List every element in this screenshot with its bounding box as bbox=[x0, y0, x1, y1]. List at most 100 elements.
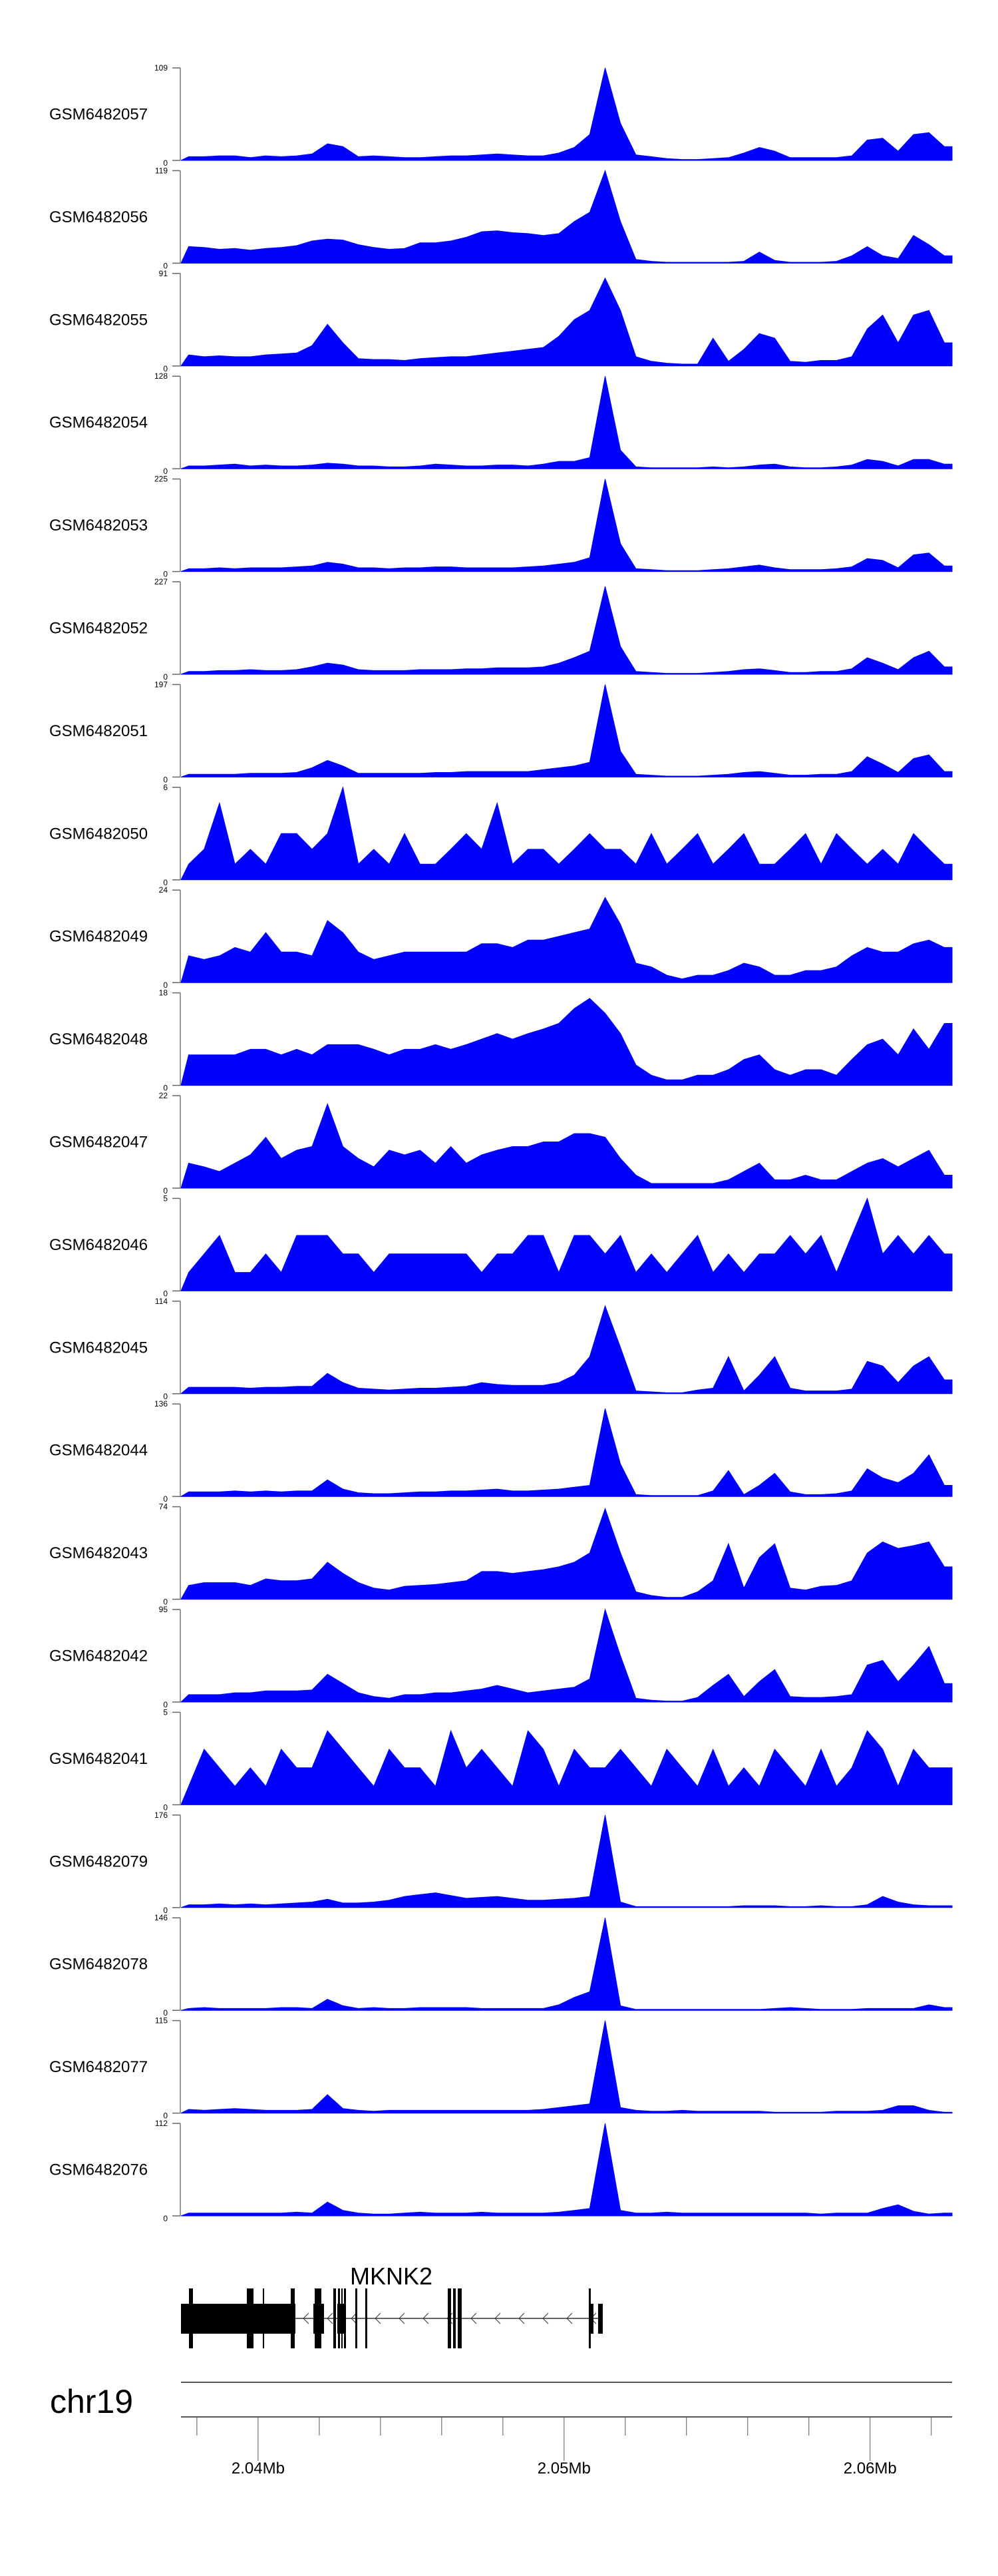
track-label: GSM6482053 bbox=[49, 517, 148, 535]
track-label: GSM6482049 bbox=[49, 928, 148, 946]
y-tick-label-max: 91 bbox=[159, 269, 168, 278]
exon bbox=[246, 2288, 254, 2348]
track-label: GSM6482047 bbox=[49, 1134, 148, 1152]
y-tick-label-max: 128 bbox=[154, 371, 168, 381]
y-tick-label-zero: 0 bbox=[163, 1186, 168, 1195]
track-GSM6482048: GSM6482048 18 0 bbox=[49, 988, 953, 1093]
y-tick-label-max: 197 bbox=[154, 680, 168, 689]
signal-area bbox=[180, 2020, 953, 2114]
track-label: GSM6482052 bbox=[49, 620, 148, 638]
signal-area bbox=[180, 586, 953, 675]
track-label: GSM6482045 bbox=[49, 1339, 148, 1357]
track-label: GSM6482076 bbox=[49, 2161, 148, 2179]
y-tick-label-zero: 0 bbox=[163, 467, 168, 476]
track-label: GSM6482046 bbox=[49, 1236, 148, 1254]
y-tick-label-max: 114 bbox=[155, 1297, 168, 1306]
y-tick-label-zero: 0 bbox=[163, 2214, 168, 2223]
chromosome-label: chr19 bbox=[50, 2383, 133, 2420]
y-tick-label-max: 115 bbox=[155, 2016, 168, 2026]
exon bbox=[341, 2288, 343, 2348]
y-tick-label-zero: 0 bbox=[163, 158, 168, 168]
track-GSM6482049: GSM6482049 24 0 bbox=[49, 885, 953, 990]
track-GSM6482056: GSM6482056 119 0 bbox=[49, 166, 953, 270]
y-tick-label-zero: 0 bbox=[163, 1494, 168, 1504]
signal-area bbox=[180, 479, 953, 572]
y-tick-label-max: 5 bbox=[163, 1707, 168, 1717]
exon bbox=[343, 2288, 346, 2348]
track-label: GSM6482051 bbox=[49, 722, 148, 740]
track-label: GSM6482044 bbox=[49, 1442, 148, 1460]
y-tick-label-max: 176 bbox=[154, 1811, 168, 1820]
strand-arrow-icon bbox=[518, 2312, 525, 2324]
y-tick-label-max: 112 bbox=[155, 2119, 168, 2128]
exon-block bbox=[597, 2304, 603, 2334]
y-tick-label-max: 22 bbox=[159, 1091, 168, 1100]
y-tick-label-zero: 0 bbox=[163, 1803, 168, 1812]
signal-area bbox=[180, 1408, 953, 1497]
signal-area bbox=[180, 1918, 953, 2011]
y-tick-label-max: 227 bbox=[154, 577, 168, 586]
y-tick-label-max: 146 bbox=[154, 1913, 168, 1922]
signal-tracks: GSM64820571090GSM64820561190GSM648205591… bbox=[49, 63, 953, 2223]
track-label: GSM6482077 bbox=[49, 2058, 148, 2076]
strand-arrow-icon bbox=[375, 2312, 381, 2324]
signal-area bbox=[180, 1305, 953, 1395]
y-tick-label-max: 119 bbox=[155, 166, 168, 175]
y-tick-label-max: 6 bbox=[163, 783, 168, 792]
strand-arrow-icon bbox=[422, 2312, 429, 2324]
strand-arrow-icon bbox=[303, 2312, 309, 2324]
y-tick-label-zero: 0 bbox=[163, 1906, 168, 1915]
signal-area bbox=[180, 684, 953, 777]
y-tick-label-zero: 0 bbox=[163, 672, 168, 682]
y-tick-label-max: 225 bbox=[154, 475, 168, 484]
track-label: GSM6482048 bbox=[49, 1030, 148, 1048]
y-tick-label-zero: 0 bbox=[163, 980, 168, 990]
exon bbox=[365, 2288, 367, 2348]
track-label: GSM6482079 bbox=[49, 1852, 148, 1870]
y-tick-label-zero: 0 bbox=[163, 364, 168, 373]
y-tick-label-zero: 0 bbox=[163, 1598, 168, 1607]
track-GSM6482041: GSM6482041 5 0 bbox=[49, 1707, 953, 1812]
track-GSM6482078: GSM6482078 146 0 bbox=[49, 1913, 953, 2018]
axis-ticks: 2.04Mb 2.05Mb 2.06Mb bbox=[196, 2417, 932, 2477]
track-GSM6482044: GSM6482044 136 0 bbox=[49, 1399, 953, 1504]
track-GSM6482046: GSM6482046 5 0 bbox=[49, 1193, 953, 1298]
track-label: GSM6482043 bbox=[49, 1544, 148, 1562]
exon bbox=[314, 2288, 321, 2348]
y-tick-label-max: 109 bbox=[154, 63, 168, 73]
exon bbox=[337, 2288, 340, 2348]
y-tick-label-max: 95 bbox=[159, 1605, 168, 1614]
signal-area bbox=[180, 1608, 953, 1703]
y-tick-label-max: 136 bbox=[154, 1399, 168, 1408]
track-GSM6482057: GSM6482057 109 0 bbox=[49, 63, 953, 168]
gene-model bbox=[181, 2288, 603, 2348]
track-GSM6482077: GSM6482077 115 0 bbox=[49, 2016, 953, 2121]
signal-area bbox=[180, 1103, 953, 1189]
track-GSM6482076: GSM6482076 112 0 bbox=[49, 2119, 953, 2223]
y-tick-label-zero: 0 bbox=[163, 2008, 168, 2018]
track-label: GSM6482042 bbox=[49, 1647, 148, 1665]
signal-area bbox=[180, 277, 953, 367]
gene-label: MKNK2 bbox=[350, 2262, 432, 2290]
exon bbox=[588, 2288, 591, 2348]
track-label: GSM6482056 bbox=[49, 208, 148, 226]
exon-block bbox=[181, 2304, 295, 2334]
axis-tick-label: 2.04Mb bbox=[232, 2460, 285, 2477]
signal-area bbox=[180, 1197, 953, 1291]
exon bbox=[447, 2288, 451, 2348]
track-GSM6482055: GSM6482055 91 0 bbox=[49, 269, 953, 373]
strand-arrow-icon bbox=[470, 2312, 477, 2324]
track-label: GSM6482041 bbox=[49, 1750, 148, 1768]
track-label: GSM6482050 bbox=[49, 825, 148, 843]
signal-area bbox=[180, 785, 953, 881]
track-GSM6482043: GSM6482043 74 0 bbox=[49, 1502, 953, 1607]
strand-arrow-icon bbox=[327, 2312, 333, 2324]
track-GSM6482045: GSM6482045 114 0 bbox=[49, 1297, 953, 1401]
signal-area bbox=[180, 2123, 953, 2217]
strand-arrow-icon bbox=[351, 2312, 357, 2324]
y-tick-label-max: 18 bbox=[159, 988, 168, 998]
y-tick-label-zero: 0 bbox=[163, 1289, 168, 1298]
strand-arrow-icon bbox=[399, 2312, 405, 2324]
exon bbox=[189, 2288, 193, 2348]
